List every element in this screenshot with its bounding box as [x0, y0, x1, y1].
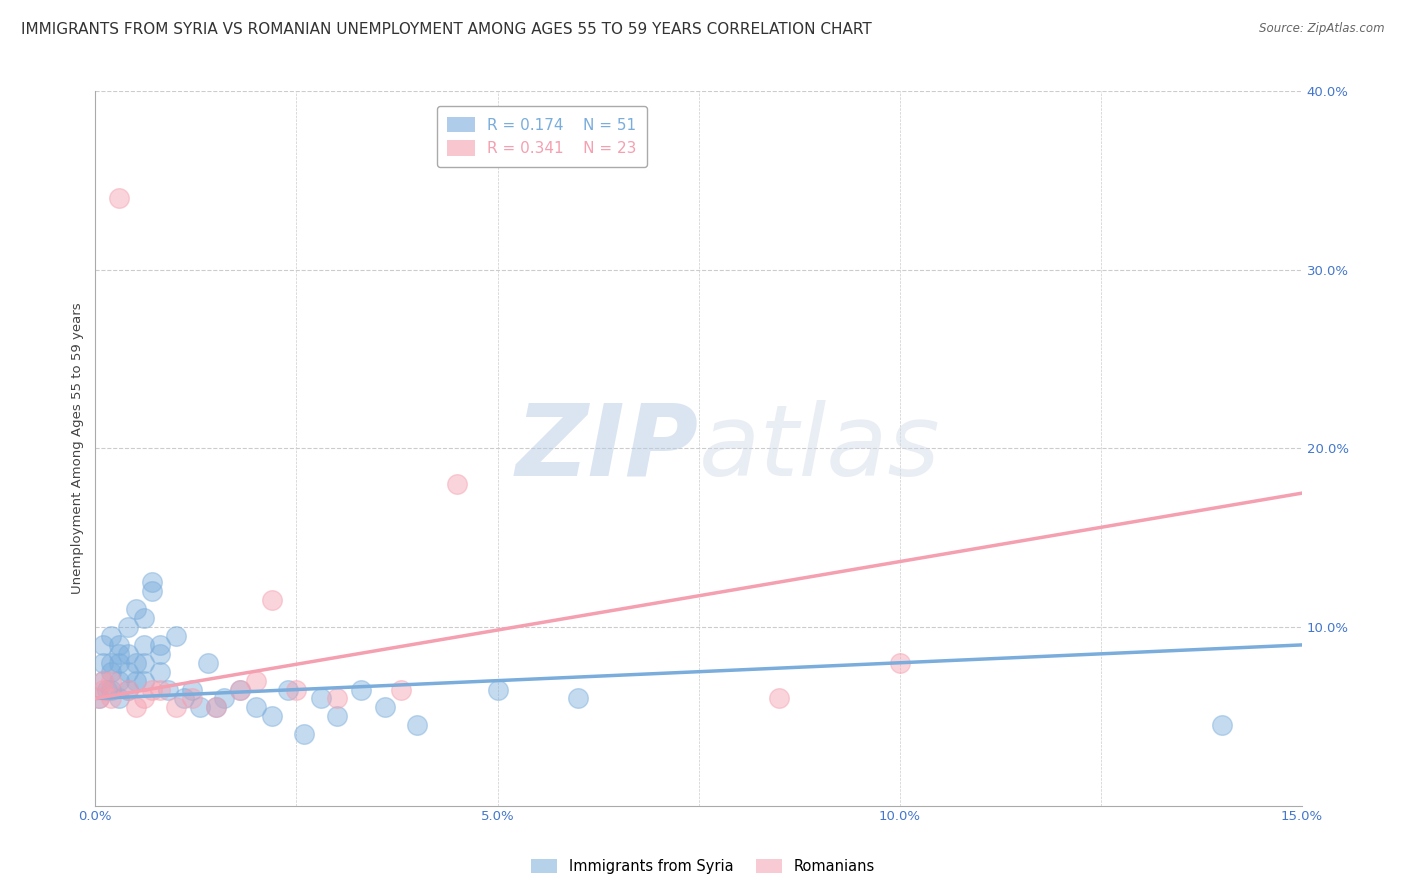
Point [149, 638, 172, 652]
Point [124, 602, 146, 616]
Point [205, 700, 228, 714]
Point [141, 584, 163, 599]
Point [108, 192, 131, 206]
Point [117, 682, 139, 697]
Point [100, 665, 122, 679]
Point [188, 700, 211, 714]
Point [93, 638, 115, 652]
Text: ZIP: ZIP [516, 400, 699, 497]
Point [325, 709, 347, 723]
Point [117, 647, 139, 661]
Point [212, 691, 235, 706]
Point [96, 682, 118, 697]
Point [197, 656, 219, 670]
Point [93, 673, 115, 688]
Point [132, 656, 155, 670]
Point [1211, 718, 1233, 732]
Point [149, 665, 172, 679]
Point [132, 691, 155, 706]
Point [309, 691, 332, 706]
Point [277, 682, 299, 697]
Point [141, 682, 163, 697]
Point [156, 682, 179, 697]
Point [100, 673, 122, 688]
Point [93, 673, 115, 688]
Point [100, 629, 122, 643]
Point [180, 682, 202, 697]
Point [245, 700, 267, 714]
Point [108, 638, 131, 652]
Point [262, 709, 284, 723]
Point [180, 691, 202, 706]
Point [100, 691, 122, 706]
Point [108, 673, 131, 688]
Point [132, 611, 155, 625]
Point [100, 682, 122, 697]
Point [117, 665, 139, 679]
Point [124, 700, 146, 714]
Point [374, 700, 396, 714]
Legend: Immigrants from Syria, Romanians: Immigrants from Syria, Romanians [526, 854, 880, 880]
Point [889, 656, 911, 670]
Point [389, 682, 412, 697]
Point [262, 593, 284, 607]
Point [165, 700, 187, 714]
Point [117, 620, 139, 634]
Point [205, 700, 228, 714]
Point [768, 691, 790, 706]
Point [165, 629, 187, 643]
Point [229, 682, 252, 697]
Text: Source: ZipAtlas.com: Source: ZipAtlas.com [1260, 22, 1385, 36]
Point [100, 656, 122, 670]
Point [245, 673, 267, 688]
Point [325, 691, 347, 706]
Point [108, 647, 131, 661]
Point [141, 575, 163, 590]
Y-axis label: Unemployment Among Ages 55 to 59 years: Unemployment Among Ages 55 to 59 years [72, 302, 84, 594]
Point [132, 638, 155, 652]
Point [108, 656, 131, 670]
Point [446, 477, 468, 491]
Point [93, 656, 115, 670]
Point [229, 682, 252, 697]
Point [124, 673, 146, 688]
Point [89, 691, 111, 706]
Point [149, 682, 172, 697]
Text: atlas: atlas [699, 400, 941, 497]
Point [89, 691, 111, 706]
Point [117, 682, 139, 697]
Point [486, 682, 509, 697]
Point [124, 656, 146, 670]
Point [108, 691, 131, 706]
Point [406, 718, 429, 732]
Text: IMMIGRANTS FROM SYRIA VS ROMANIAN UNEMPLOYMENT AMONG AGES 55 TO 59 YEARS CORRELA: IMMIGRANTS FROM SYRIA VS ROMANIAN UNEMPL… [21, 22, 872, 37]
Point [93, 682, 115, 697]
Point [567, 691, 589, 706]
Point [132, 673, 155, 688]
Point [294, 727, 316, 741]
Legend: R = 0.174    N = 51, R = 0.341    N = 23: R = 0.174 N = 51, R = 0.341 N = 23 [436, 106, 647, 167]
Point [173, 691, 195, 706]
Point [350, 682, 373, 697]
Point [285, 682, 308, 697]
Point [149, 647, 172, 661]
